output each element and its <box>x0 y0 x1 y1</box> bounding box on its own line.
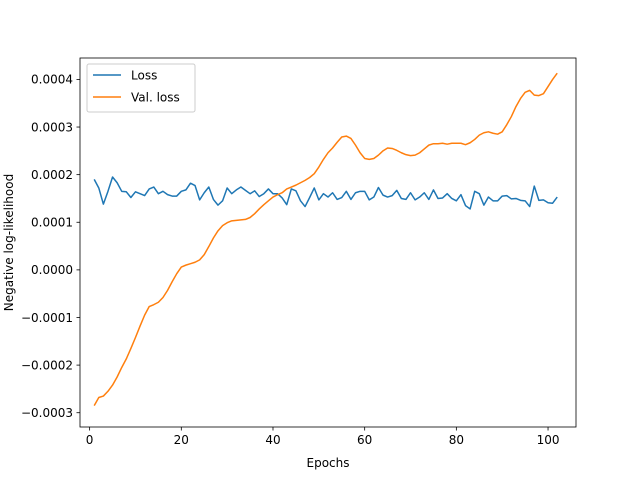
y-axis-ticks: −0.0003 −0.0002 −0.0001 0.0000 0.0001 0.0002 0… <box>21 73 80 420</box>
series-line-val-loss <box>93 72 558 406</box>
legend-label-loss: Loss <box>131 69 157 83</box>
legend-box <box>86 63 196 113</box>
y-tick-label: −0.0003 <box>21 406 73 420</box>
x-tick-label: 100 <box>537 433 560 447</box>
y-tick-label: 0.0001 <box>31 216 73 230</box>
plot-frame <box>79 57 577 428</box>
legend: Loss Val. loss <box>86 63 196 113</box>
x-axis-label: Epochs <box>307 456 350 470</box>
x-tick-label: 0 <box>86 433 94 447</box>
x-axis-ticks: 0 20 40 60 80 100 <box>86 427 560 447</box>
y-tick-label: −0.0001 <box>21 311 73 325</box>
series-lines <box>93 72 558 406</box>
y-axis-label: Negative log-likelihood <box>2 174 16 311</box>
y-tick-label: 0.0003 <box>31 120 73 134</box>
x-tick-label: 40 <box>265 433 280 447</box>
y-tick-label: −0.0002 <box>21 358 73 372</box>
x-tick-label: 80 <box>449 433 464 447</box>
series-line-loss <box>93 176 558 210</box>
x-tick-label: 20 <box>174 433 189 447</box>
legend-label-val-loss: Val. loss <box>131 91 180 105</box>
x-tick-label: 60 <box>357 433 372 447</box>
y-tick-label: 0.0000 <box>31 263 73 277</box>
y-tick-label: 0.0002 <box>31 168 73 182</box>
y-tick-label: 0.0004 <box>31 73 73 87</box>
